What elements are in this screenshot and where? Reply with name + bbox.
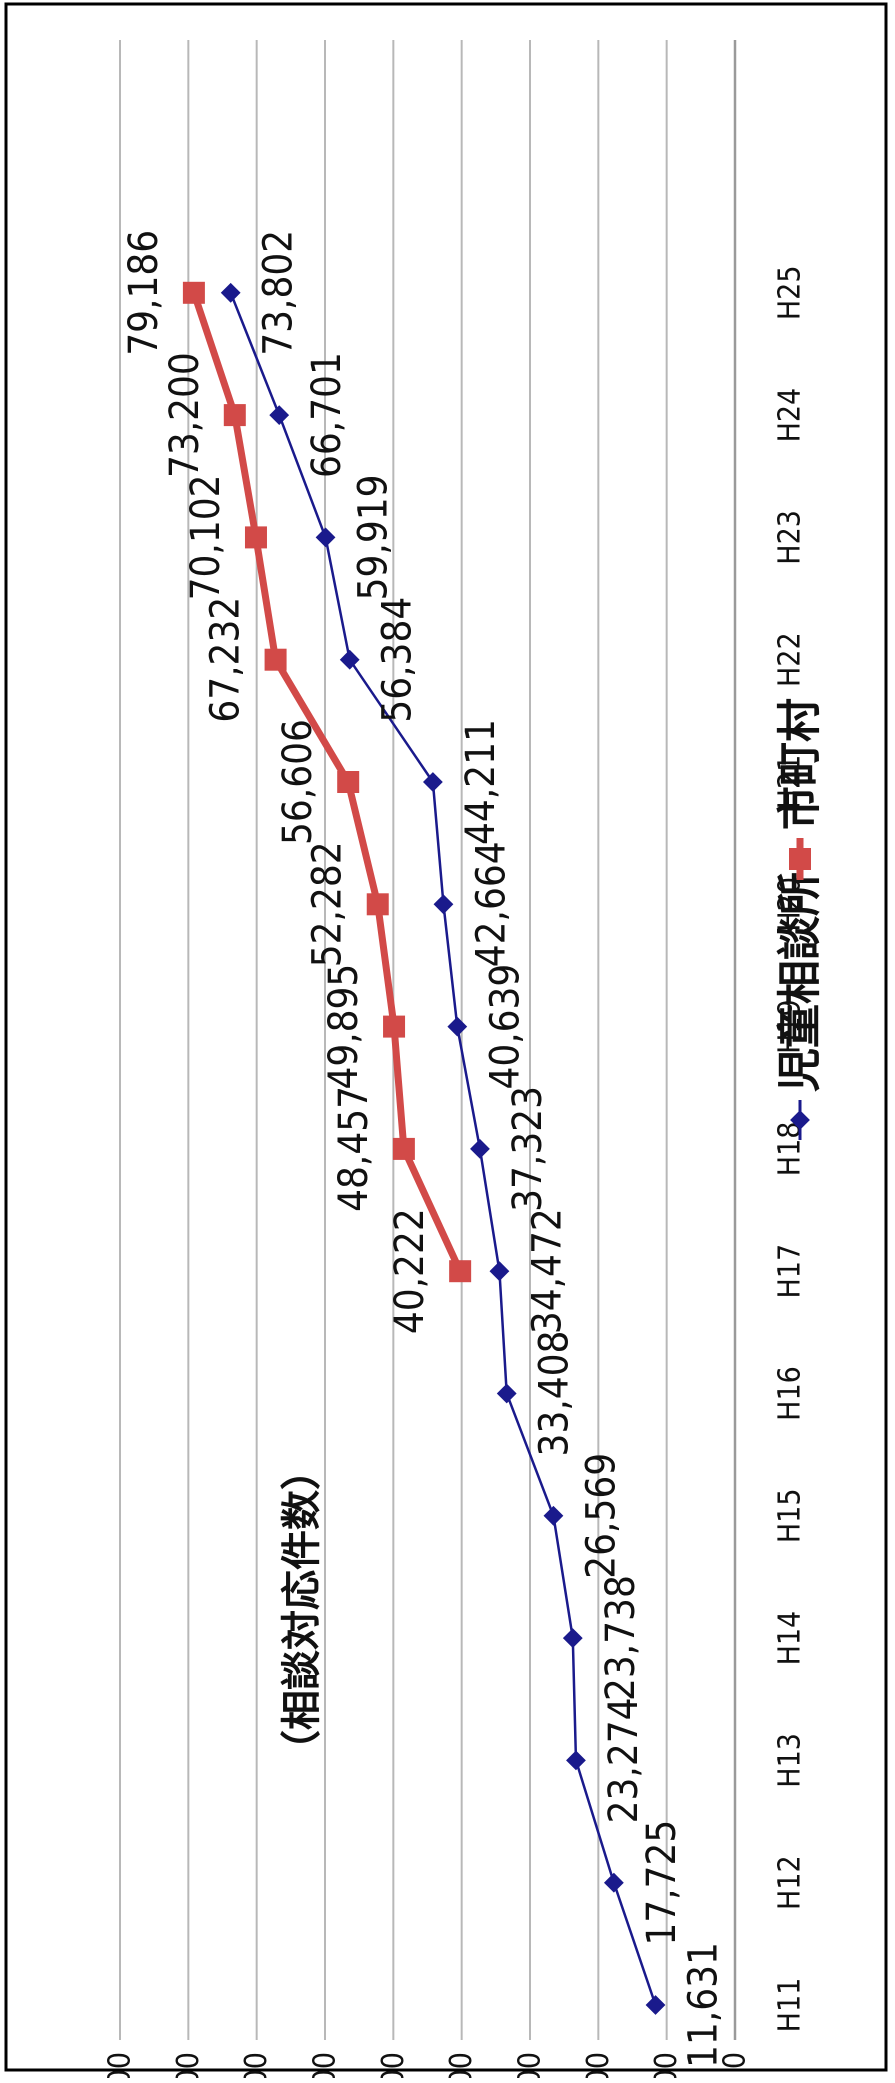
data-point-shichouson <box>366 893 389 916</box>
data-label: 23,274 <box>601 1697 647 1823</box>
data-point-jidou-soudanjo <box>220 282 241 303</box>
legend-marker-diamond <box>790 1110 810 1130</box>
data-point-jidou-soudanjo <box>489 1261 510 1282</box>
data-label: 33,408 <box>532 1331 578 1457</box>
data-point-jidou-soudanjo <box>645 1995 666 2015</box>
y-tick-label: 80,000 <box>171 2052 206 2078</box>
y-tick-label: 50,000 <box>376 2052 411 2078</box>
x-tick-label: H18 <box>773 1122 808 1177</box>
data-point-jidou-soudanjo <box>566 1750 586 1771</box>
x-tick-label: H20 <box>773 877 808 932</box>
data-label: 11,631 <box>681 1942 727 2068</box>
data-point-shichouson <box>392 1137 415 1160</box>
data-point-shichouson <box>182 281 205 304</box>
data-label: 56,384 <box>375 597 421 723</box>
data-point-jidou-soudanjo <box>603 1872 624 1893</box>
x-tick-label: H19 <box>773 999 808 1054</box>
data-point-jidou-soudanjo <box>433 894 454 915</box>
data-label: 42,664 <box>468 841 514 967</box>
data-point-shichouson <box>223 404 246 427</box>
data-point-jidou-soudanjo <box>339 649 360 670</box>
x-tick-label: H11 <box>773 1978 808 2033</box>
x-tick-label: H24 <box>773 388 808 443</box>
data-point-shichouson <box>383 1015 406 1038</box>
data-label: 49,895 <box>321 964 367 1090</box>
y-tick-label: 90,000 <box>103 2052 138 2078</box>
data-point-jidou-soudanjo <box>496 1383 517 1404</box>
data-point-shichouson <box>244 526 267 549</box>
data-label: 17,725 <box>639 1820 685 1946</box>
legend-label-shichouson: 市町村 <box>775 698 826 830</box>
x-tick-label: H14 <box>773 1611 808 1666</box>
x-tick-label: H12 <box>773 1855 808 1910</box>
data-label: 52,282 <box>305 841 351 967</box>
data-label: 40,222 <box>387 1208 433 1334</box>
data-label: 73,200 <box>162 352 208 478</box>
x-tick-label: H17 <box>773 1244 808 1299</box>
data-label: 70,102 <box>183 474 229 600</box>
y-tick-label: 30,000 <box>513 2052 548 2078</box>
data-label: 44,211 <box>458 719 504 845</box>
legend-marker-square <box>789 848 811 870</box>
data-label: 37,323 <box>505 1086 551 1212</box>
x-tick-label: H15 <box>773 1488 808 1543</box>
data-label: 59,919 <box>351 474 397 600</box>
y-tick-label: 70,000 <box>239 2052 274 2078</box>
x-tick-label: H23 <box>773 510 808 565</box>
x-tick-label: H22 <box>773 632 808 687</box>
data-label: 23,738 <box>598 1575 644 1701</box>
y-tick-label: 10,000 <box>649 2052 684 2078</box>
data-point-shichouson <box>337 771 360 793</box>
y-tick-label: 20,000 <box>581 2052 616 2078</box>
data-label: 66,701 <box>304 352 350 478</box>
y-tick-label: 40,000 <box>444 2052 479 2078</box>
data-point-jidou-soudanjo <box>562 1628 583 1648</box>
x-tick-label: H25 <box>773 265 808 320</box>
y-tick-label: 0 <box>718 2052 753 2069</box>
legend-label-jidou-soudanjo: 児童相談所 <box>775 872 826 1092</box>
data-point-jidou-soudanjo <box>447 1016 468 1037</box>
data-label: 34,472 <box>524 1208 570 1334</box>
x-tick-label: H21 <box>773 755 808 810</box>
data-point-jidou-soudanjo <box>269 405 290 425</box>
data-label: 79,186 <box>121 230 167 356</box>
y-axis-title: （相談対応件数） <box>279 1450 325 1770</box>
data-point-shichouson <box>264 648 287 671</box>
data-point-jidou-soudanjo <box>315 527 336 548</box>
chart-frame <box>4 2 888 2072</box>
data-label: 73,802 <box>256 230 302 356</box>
data-label: 56,606 <box>275 719 321 845</box>
data-label: 67,232 <box>203 597 249 723</box>
data-point-jidou-soudanjo <box>422 772 443 792</box>
data-label: 40,639 <box>482 964 528 1090</box>
x-tick-label: H16 <box>773 1366 808 1421</box>
data-point-jidou-soudanjo <box>543 1505 564 1526</box>
data-point-jidou-soudanjo <box>470 1139 490 1159</box>
y-tick-label: 60,000 <box>308 2052 343 2078</box>
data-label: 48,457 <box>331 1086 377 1212</box>
data-label: 26,569 <box>578 1453 624 1579</box>
data-point-shichouson <box>449 1260 472 1283</box>
x-tick-label: H13 <box>773 1733 808 1788</box>
